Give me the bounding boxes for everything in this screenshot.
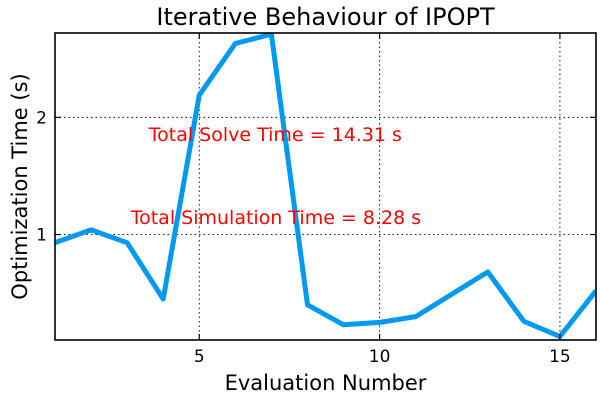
annotation-text: Total Solve Time = 14.31 s (148, 124, 402, 146)
x-axis-label: Evaluation Number (225, 371, 427, 395)
plot-frame (54, 32, 597, 341)
annotation-text: Total Simulation Time = 8.28 s (130, 207, 421, 229)
series-layer (55, 33, 596, 339)
x-tick-label: 15 (549, 347, 571, 367)
series-line (55, 33, 596, 339)
tick-layer: 5 10 15 1 2 (36, 33, 596, 367)
chart-title: Iterative Behaviour of IPOPT (156, 3, 495, 31)
grid-layer (55, 33, 596, 340)
x-tick-label: 5 (194, 347, 205, 367)
x-tick-label: 10 (369, 347, 391, 367)
y-tick-label: 1 (36, 226, 47, 246)
y-tick-label: 2 (36, 108, 47, 128)
y-axis-label: Optimization Time (s) (8, 73, 32, 299)
annotation-layer: Total Solve Time = 14.31 s Total Simulati… (130, 124, 421, 229)
